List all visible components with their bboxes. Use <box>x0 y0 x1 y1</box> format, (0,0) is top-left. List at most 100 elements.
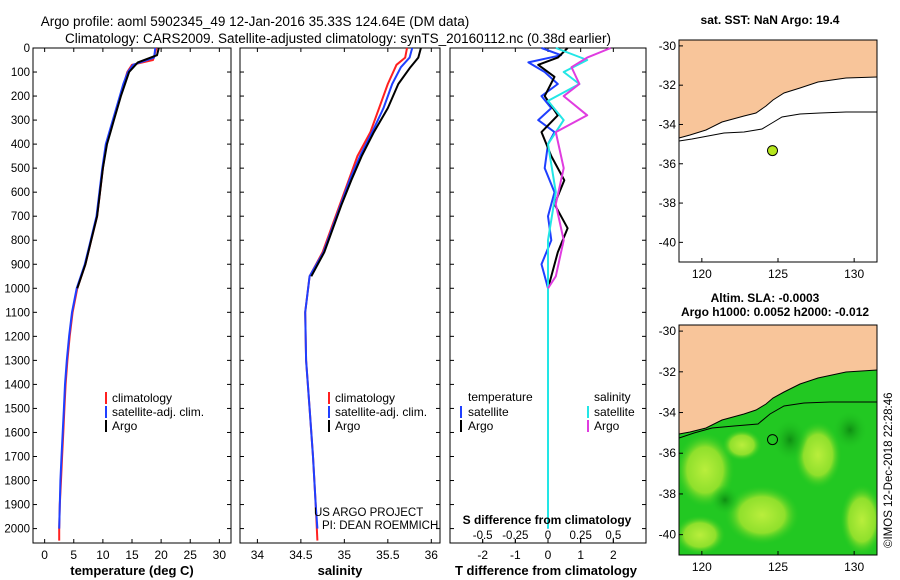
lon-tick-label: 130 <box>844 267 864 281</box>
lat-tick-label: -38 <box>659 487 677 501</box>
x-tick-label: 34 <box>251 548 265 562</box>
sla-anomaly-field <box>679 410 877 555</box>
lat-tick-label: -36 <box>659 446 677 460</box>
temperature-x-label: temperature (deg C) <box>70 563 194 578</box>
s-diff-tick-label: 0.5 <box>605 530 621 542</box>
sla-map-title-2: Argo h1000: 0.0052 h2000: -0.012 <box>681 305 869 319</box>
s-diff-tick-label: -0.5 <box>473 530 493 542</box>
x-tick-label: 34.5 <box>289 548 313 562</box>
legend-label-argo: Argo <box>112 419 138 433</box>
legend-title-salinity: salinity <box>594 390 631 404</box>
salinity-legend: climatology satellite-adj. clim. Argo <box>328 391 427 433</box>
x-tick-label: 10 <box>96 548 110 562</box>
imos-credit: ©IMOS 12-Dec-2018 22:28:46 <box>883 392 895 548</box>
salinity-x-axis: 34 34.5 35 35.5 36 <box>251 48 438 562</box>
legend-label-t-argo: Argo <box>468 419 494 433</box>
sla-map-shelf-contour <box>679 401 877 439</box>
depth-tick-label: 1000 <box>4 283 30 295</box>
header-line-2: Climatology: CARS2009. Satellite-adjuste… <box>65 31 611 46</box>
lat-tick-label: -34 <box>659 406 677 420</box>
depth-tick-label: 300 <box>11 115 30 127</box>
x-tick-label: 0 <box>545 548 552 562</box>
depth-tick-label: 1900 <box>4 500 30 512</box>
lat-tick-label: -34 <box>659 117 677 131</box>
series-climatology <box>304 47 408 541</box>
sla-map-land <box>679 325 877 434</box>
legend-label-satellite: satellite-adj. clim. <box>112 405 204 419</box>
lat-tick-label: -30 <box>659 324 677 338</box>
series-satellite-adj-clim- <box>58 47 157 529</box>
lon-tick-label: 125 <box>768 267 788 281</box>
depth-tick-label: 500 <box>11 163 30 175</box>
difference-depth-ticks <box>450 47 646 530</box>
depth-tick-label: 1100 <box>5 307 30 319</box>
depth-tick-label: 1300 <box>4 355 30 367</box>
sla-map-coastline <box>679 369 877 435</box>
x-tick-label: 2 <box>610 548 617 562</box>
sst-map-title: sat. SST: NaN Argo: 19.4 <box>701 13 840 27</box>
x-tick-label: 0 <box>41 548 48 562</box>
legend-label-argo: Argo <box>335 419 361 433</box>
x-tick-label: 30 <box>213 548 227 562</box>
sst-map-axes: 120 125 130 -30 -32 -34 -36 -38 -40 <box>659 39 865 281</box>
series-t-argo <box>537 47 569 289</box>
lat-tick-label: -38 <box>659 196 677 210</box>
series-argo <box>310 47 422 277</box>
legend-label-climatology: climatology <box>112 391 172 405</box>
salinity-x-label: salinity <box>318 563 364 578</box>
x-tick-label: -1 <box>510 548 521 562</box>
header-line-1: Argo profile: aoml 5902345_49 12-Jan-201… <box>41 14 470 29</box>
depth-tick-label: 1800 <box>4 476 30 488</box>
salinity-panel: 34 34.5 35 35.5 36 salinity climatology sate… <box>239 47 441 578</box>
lat-tick-label: -40 <box>659 235 677 249</box>
s-diff-tick-label: -0.25 <box>502 530 528 542</box>
s-diff-tick-label: 0 <box>545 530 551 542</box>
lat-tick-label: -40 <box>659 528 677 542</box>
series-climatology <box>58 47 158 541</box>
depth-tick-label: 200 <box>11 91 30 103</box>
temperature-legend: climatology satellite-adj. clim. Argo <box>105 391 204 433</box>
depth-tick-label: 1700 <box>4 451 30 463</box>
lon-tick-label: 120 <box>692 560 712 574</box>
depth-tick-label: 1200 <box>4 331 30 343</box>
sst-map-shelf-contour <box>678 111 877 142</box>
legend-label-t-satellite: satellite <box>468 405 509 419</box>
project-credit-line-2: PI: DEAN ROEMMICH <box>322 520 438 532</box>
temperature-series <box>58 47 160 541</box>
lat-tick-label: -36 <box>659 157 677 171</box>
lat-tick-label: -32 <box>659 365 677 379</box>
sla-map-axes: 120 125 130 -30 -32 -34 -36 -38 -40 <box>659 324 865 574</box>
s-difference-label: S difference from climatology <box>463 513 632 527</box>
legend-label-s-satellite: satellite <box>594 405 635 419</box>
temperature-plot-frame <box>32 47 232 544</box>
series-satellite-adj-clim- <box>304 47 414 529</box>
depth-tick-label: 1600 <box>4 427 30 439</box>
sla-map-title-1: Altim. SLA: -0.0003 <box>711 291 820 305</box>
lon-tick-label: 125 <box>768 560 788 574</box>
legend-label-climatology: climatology <box>335 391 395 405</box>
difference-legend: temperature satellite Argo salinity sate… <box>460 390 635 433</box>
sst-argo-marker <box>767 145 778 157</box>
salinity-difference-axis: -0.5 -0.25 0 0.25 0.5 <box>473 530 621 543</box>
temperature-x-axis: 0 5 10 15 20 25 30 <box>41 48 226 562</box>
project-credit-line-1: US ARGO PROJECT <box>314 507 423 519</box>
legend-title-temperature: temperature <box>468 390 533 404</box>
x-tick-label: 5 <box>70 548 77 562</box>
sst-map-panel: sat. SST: NaN Argo: 19.4 120 125 130 -30 -32… <box>659 13 878 281</box>
depth-tick-label: 2000 <box>4 524 30 536</box>
depth-tick-label: 800 <box>11 235 30 247</box>
sst-map-coastline <box>678 76 878 139</box>
salinity-depth-ticks <box>240 47 440 530</box>
legend-label-s-argo: Argo <box>594 419 620 433</box>
s-diff-tick-label: 0.25 <box>569 530 591 542</box>
sst-map-land <box>679 40 877 138</box>
depth-tick-label: 0 <box>24 43 30 55</box>
x-tick-label: -2 <box>477 548 488 562</box>
salinity-plot-frame <box>239 47 441 544</box>
depth-tick-label: 1500 <box>4 403 30 415</box>
x-tick-label: 35 <box>338 548 352 562</box>
x-tick-label: 25 <box>184 548 198 562</box>
series-s-argo <box>547 47 612 289</box>
difference-series <box>527 47 612 529</box>
